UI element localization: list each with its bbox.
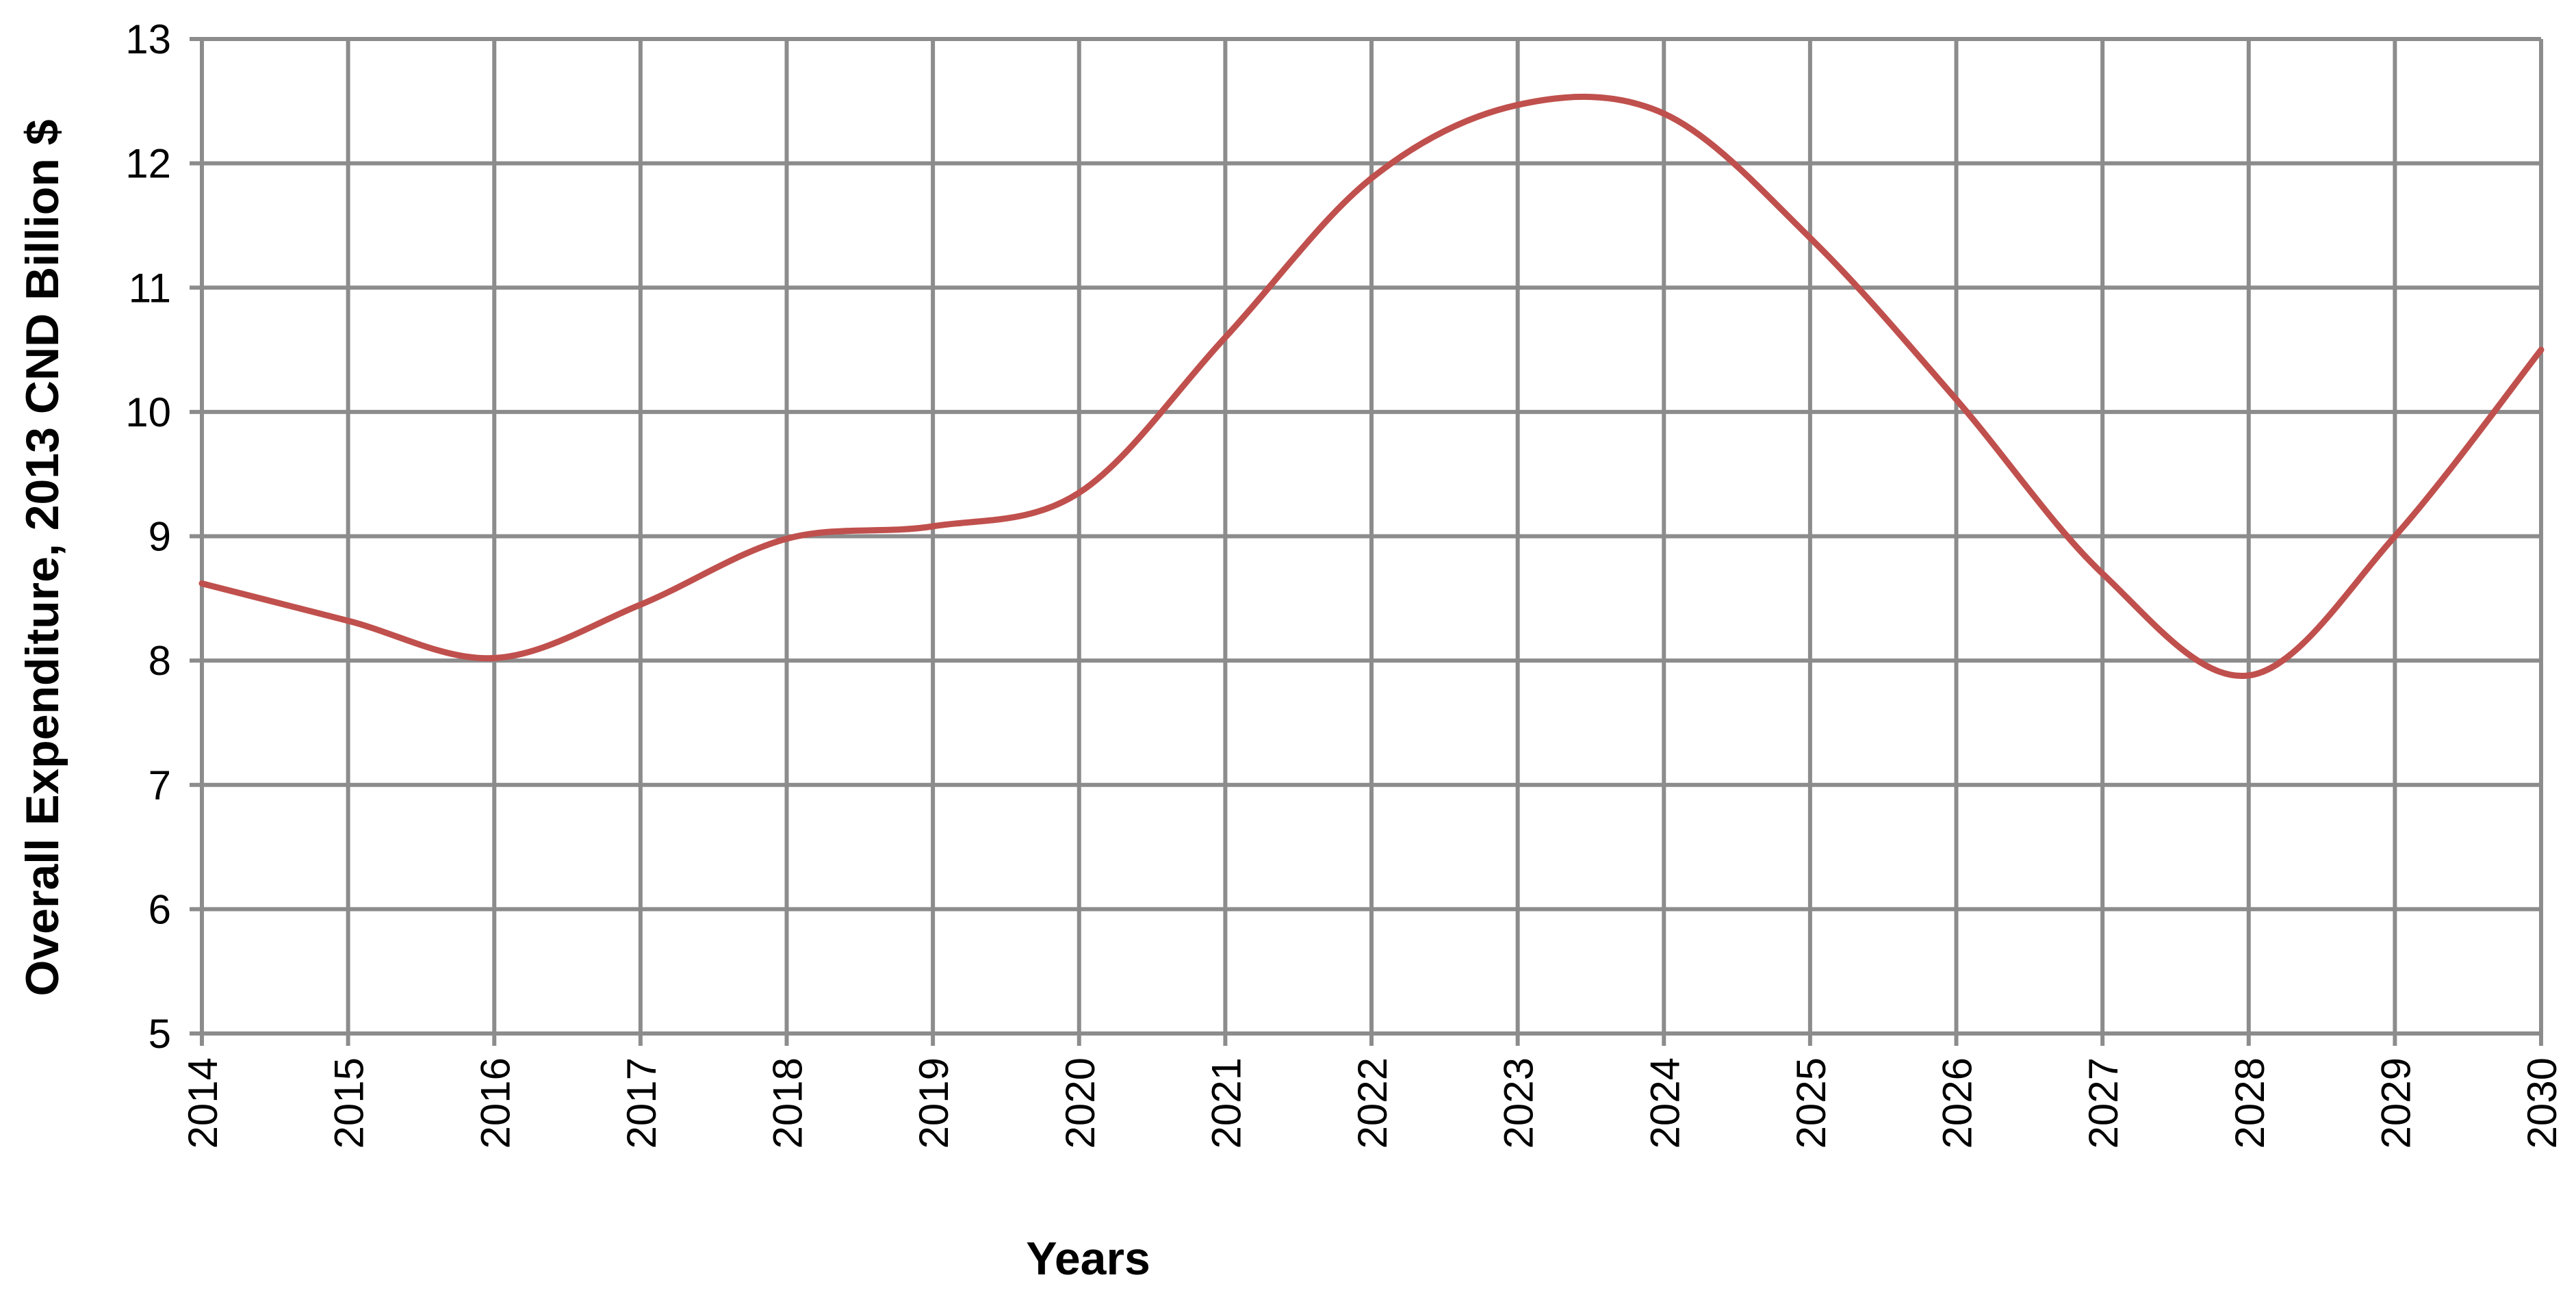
x-tick-label: 2029 bbox=[2373, 1057, 2419, 1148]
x-tick-label: 2017 bbox=[619, 1057, 665, 1148]
y-tick-label: 7 bbox=[149, 762, 171, 808]
y-tick-label: 13 bbox=[125, 16, 171, 62]
x-tick-label: 2030 bbox=[2519, 1057, 2565, 1148]
y-tick-labels: 5 6 7 8 9 10 11 12 13 bbox=[125, 16, 171, 1057]
x-tick-label: 2027 bbox=[2081, 1057, 2126, 1148]
y-tick-label: 10 bbox=[125, 389, 171, 435]
x-tick-label: 2016 bbox=[472, 1057, 518, 1148]
y-tick-label: 6 bbox=[149, 886, 171, 932]
y-tick-label: 8 bbox=[149, 638, 171, 684]
x-tick-label: 2023 bbox=[1496, 1057, 1542, 1148]
x-tick-label: 2022 bbox=[1350, 1057, 1395, 1148]
x-tick-label: 2019 bbox=[911, 1057, 957, 1148]
x-tick-label: 2024 bbox=[1642, 1057, 1688, 1148]
x-tick-label: 2015 bbox=[326, 1057, 372, 1148]
x-axis-title: Years bbox=[1026, 1233, 1150, 1285]
x-tick-label: 2028 bbox=[2227, 1057, 2273, 1148]
x-tick-label: 2020 bbox=[1057, 1057, 1103, 1148]
y-tick-label: 12 bbox=[125, 141, 171, 187]
y-tick-label: 9 bbox=[149, 514, 171, 560]
x-tick-label: 2026 bbox=[1935, 1057, 1981, 1148]
y-tick-label: 5 bbox=[149, 1011, 171, 1057]
x-tick-label: 2014 bbox=[180, 1057, 226, 1148]
series-line-0 bbox=[198, 93, 2545, 679]
y-tick-label: 11 bbox=[129, 265, 171, 311]
axes bbox=[190, 37, 2543, 1046]
y-axis-title: Overall Expenditure, 2013 CND Billion $ bbox=[16, 119, 68, 996]
x-tick-label: 2018 bbox=[765, 1057, 811, 1148]
x-tick-label: 2025 bbox=[1788, 1057, 1834, 1148]
x-tick-labels: 2014 2015 2016 2017 2018 2019 2020 2021 2022 2023… bbox=[180, 1057, 2565, 1148]
series-layer bbox=[198, 93, 2545, 679]
x-tick-label: 2021 bbox=[1203, 1057, 1249, 1148]
